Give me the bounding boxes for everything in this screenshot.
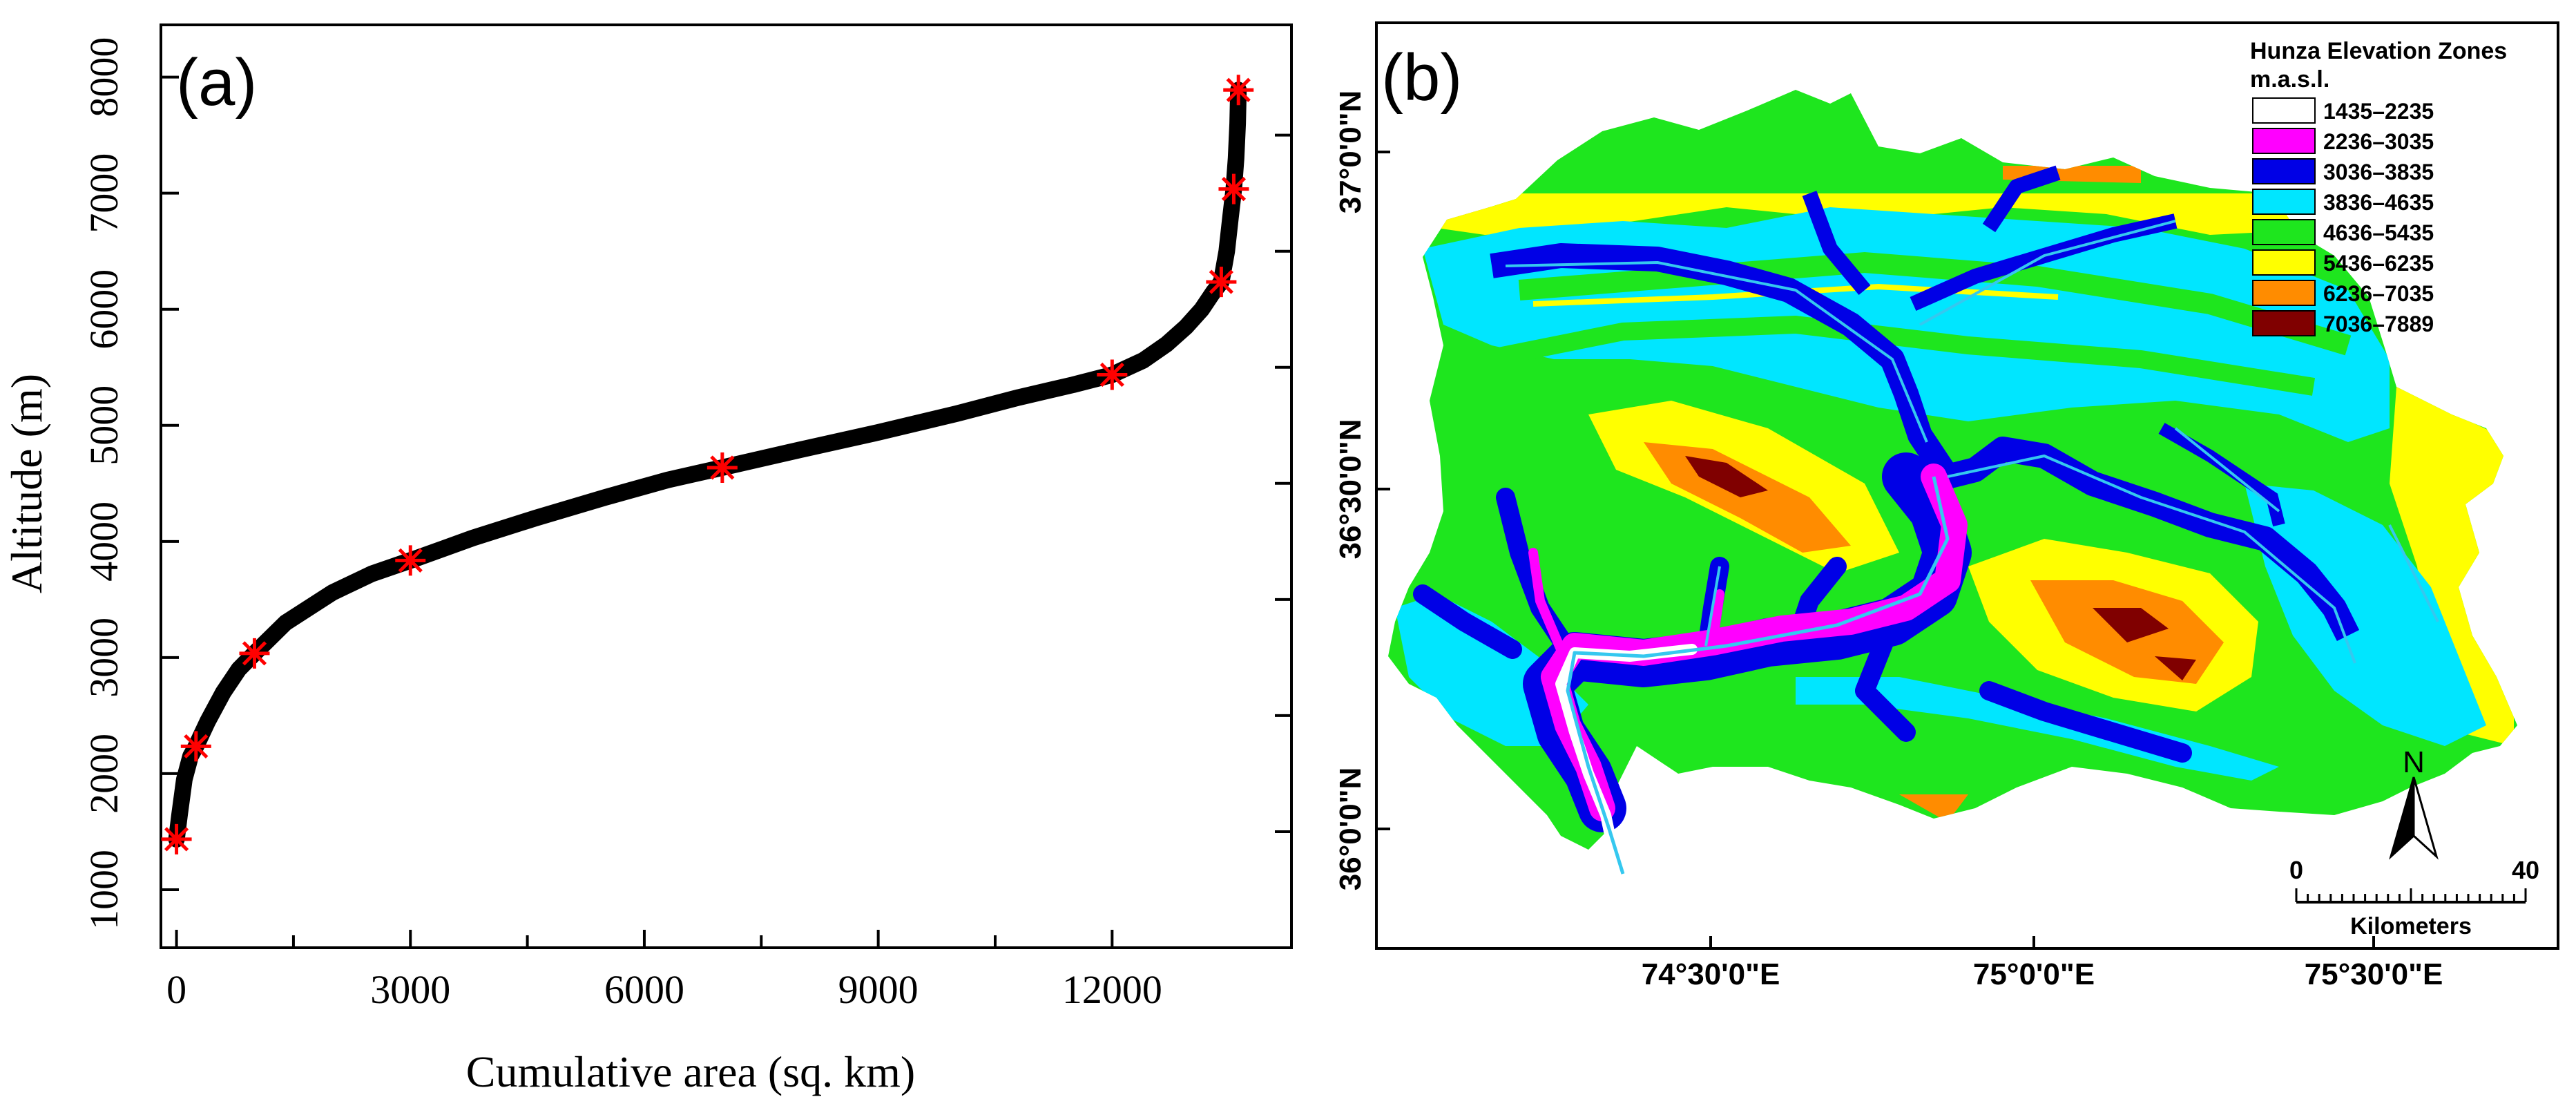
scale-bar: 0 40 Kilometers xyxy=(2289,856,2539,939)
y-tick-label: 5000 xyxy=(81,385,126,466)
y-tick-label: 7000 xyxy=(81,153,126,233)
marker-point xyxy=(239,638,270,669)
plot-frame-a xyxy=(160,23,1293,949)
legend: Hunza Elevation Zones m.a.s.l. 1435–2235… xyxy=(2250,38,2507,336)
lon-label: 75°0'0"E xyxy=(1973,957,2095,991)
x-tick-label: 3000 xyxy=(370,967,450,1012)
legend-label: 1435–2235 xyxy=(2323,99,2434,124)
river-main xyxy=(1566,476,1950,875)
north-label: N xyxy=(2403,745,2425,779)
x-tick-label: 9000 xyxy=(838,967,919,1012)
longitude-labels: 74°30'0"E 75°0'0"E 75°30'0"E xyxy=(1642,936,2443,991)
marker-point xyxy=(1097,359,1128,390)
legend-swatch xyxy=(2252,158,2316,184)
y-tick-label: 6000 xyxy=(81,269,126,350)
marker-point xyxy=(1223,75,1254,106)
river-tributaries xyxy=(1505,220,2439,664)
marker-point xyxy=(180,731,211,762)
valley-magenta-branch xyxy=(1528,548,1724,654)
scale-end-label: 40 xyxy=(2512,856,2539,884)
map-frame xyxy=(1375,21,2559,950)
x-tick-label: 6000 xyxy=(604,967,684,1012)
scale-start-label: 0 xyxy=(2289,856,2303,884)
north-arrow-right-icon xyxy=(2412,776,2439,860)
y-tick-label: 2000 xyxy=(81,734,126,814)
zone-yellow-east xyxy=(2390,387,2514,746)
elevation-map xyxy=(1388,90,2517,875)
lat-label: 36°30'0"N xyxy=(1334,419,1367,559)
curve-markers xyxy=(161,75,1254,854)
legend-item: 7036–7889 xyxy=(2252,310,2434,336)
panel-b-label: (b) xyxy=(1381,41,1462,115)
x-axis-title: Cumulative area (sq. km) xyxy=(466,1047,915,1096)
marker-point xyxy=(395,545,426,576)
latitude-labels: 37°0'0"N 36°30'0"N 36°0'0"N xyxy=(1334,90,1390,891)
legend-swatch xyxy=(2252,219,2316,245)
north-arrow: N xyxy=(2389,745,2439,860)
legend-swatch xyxy=(2252,280,2316,306)
legend-swatch xyxy=(2252,310,2316,336)
panel-a: (a) 1000 2000 3000 4000 5000 6000 7000 8000 0 30… xyxy=(2,23,1293,1096)
legend-label: 3036–3835 xyxy=(2323,160,2434,184)
x-tick-label: 0 xyxy=(166,967,186,1012)
marker-point xyxy=(1218,173,1249,204)
lon-label: 75°30'0"E xyxy=(2305,957,2443,991)
legend-title: Hunza Elevation Zones xyxy=(2250,38,2507,64)
marker-point xyxy=(161,823,192,854)
marker-point xyxy=(707,452,738,483)
legend-item: 1435–2235 xyxy=(2252,97,2434,124)
legend-label: 6236–7035 xyxy=(2323,281,2434,306)
y-axis-ticks: 1000 2000 3000 4000 5000 6000 7000 8000 xyxy=(81,37,1291,930)
valley-blue-east xyxy=(2158,423,2285,527)
legend-item: 3836–4635 xyxy=(2252,189,2434,215)
legend-label: 5436–6235 xyxy=(2323,251,2434,276)
lat-label: 37°0'0"N xyxy=(1334,90,1367,214)
lon-label: 74°30'0"E xyxy=(1642,957,1780,991)
panel-b: 37°0'0"N 36°30'0"N 36°0'0"N 74°30'0"E 75°0'… xyxy=(1334,21,2559,991)
legend-item: 5436–6235 xyxy=(2252,249,2434,276)
legend-swatch xyxy=(2252,128,2316,154)
scale-unit-label: Kilometers xyxy=(2350,913,2472,939)
legend-swatch xyxy=(2252,97,2316,124)
legend-swatch xyxy=(2252,189,2316,215)
legend-swatch xyxy=(2252,249,2316,276)
y-tick-label: 4000 xyxy=(81,502,126,582)
y-tick-label: 8000 xyxy=(81,37,126,117)
y-axis-title: Altitude (m) xyxy=(2,374,51,593)
y-tick-label: 1000 xyxy=(81,850,126,930)
legend-label: 3836–4635 xyxy=(2323,190,2434,215)
legend-item: 3036–3835 xyxy=(2252,158,2434,184)
legend-label: 2236–3035 xyxy=(2323,129,2434,154)
legend-subtitle: m.a.s.l. xyxy=(2250,66,2329,93)
y-tick-label: 3000 xyxy=(81,618,126,698)
zone-maroon xyxy=(1685,456,2196,680)
zone-cyan-south-east xyxy=(2245,484,2486,746)
hypsometric-curve xyxy=(168,82,1247,848)
marker-point xyxy=(1206,267,1237,298)
ridge-green-1 xyxy=(1518,251,2352,356)
x-tick-label: 12000 xyxy=(1062,967,1162,1012)
panel-a-label: (a) xyxy=(176,46,257,120)
x-axis-ticks: 0 3000 6000 9000 12000 xyxy=(166,930,1162,1012)
legend-label: 7036–7889 xyxy=(2323,312,2434,336)
legend-label: 4636–5435 xyxy=(2323,220,2434,245)
lat-label: 36°0'0"N xyxy=(1334,767,1367,891)
legend-item: 4636–5435 xyxy=(2252,219,2434,245)
legend-item: 2236–3035 xyxy=(2252,128,2434,154)
legend-item: 6236–7035 xyxy=(2252,280,2434,306)
